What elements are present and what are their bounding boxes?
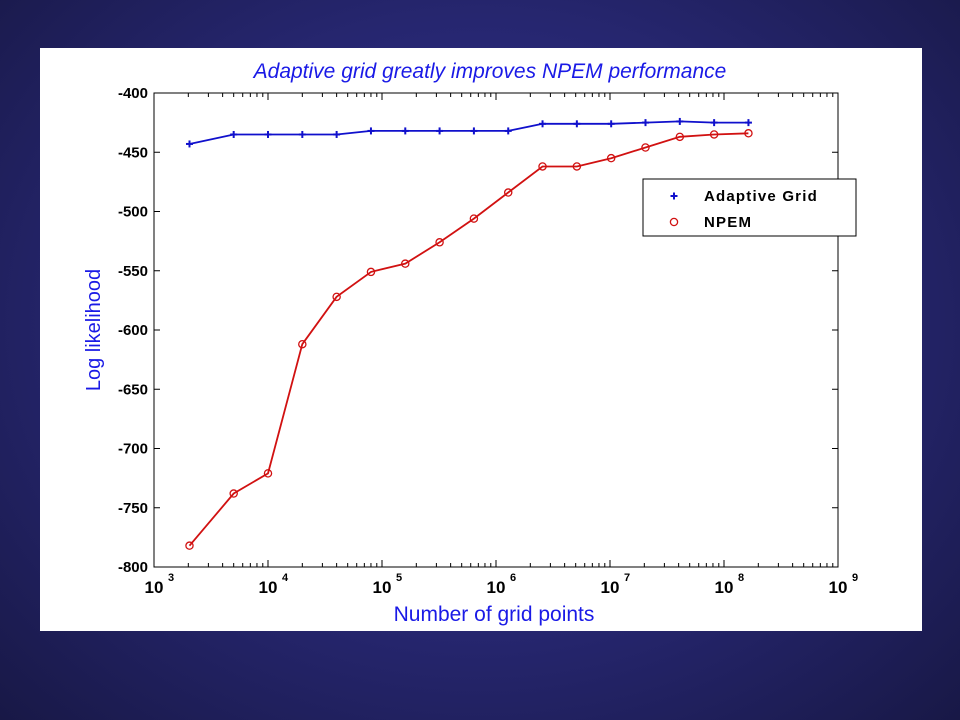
y-axis-label: Log likelihood	[83, 269, 105, 391]
data-point-npem	[401, 259, 410, 268]
slide-panel: Adaptive grid greatly improves NPEM perf…	[40, 48, 922, 631]
data-point-adaptive-grid	[539, 120, 547, 128]
plot-frame	[153, 92, 839, 568]
x-tick-label: 10	[601, 578, 620, 597]
y-tick-label: -400	[118, 85, 148, 102]
legend-marker-adaptive-grid	[670, 192, 678, 200]
data-point-adaptive-grid	[436, 127, 444, 135]
y-tick-label: -700	[118, 441, 148, 458]
data-point-adaptive-grid	[573, 120, 581, 128]
data-point-npem	[538, 162, 547, 171]
data-point-adaptive-grid	[676, 117, 684, 125]
series-line-npem	[188, 132, 749, 547]
y-axis: -400 -450 -500 -550 -600 -650 -700 -750 -800	[118, 85, 838, 576]
data-point-adaptive-grid	[744, 119, 752, 127]
data-point-npem	[263, 469, 273, 478]
y-tick-label: -550	[118, 263, 148, 280]
data-point-adaptive-grid	[401, 127, 409, 135]
legend-label-adaptive-grid: Adaptive Grid	[704, 188, 818, 205]
data-point-adaptive-grid	[367, 127, 375, 135]
data-point-npem	[366, 267, 376, 277]
x-tick-label: 10	[829, 578, 848, 597]
y-tick-label: -800	[118, 559, 148, 576]
x-tick-exponent: 3	[168, 572, 174, 584]
data-point-adaptive-grid	[641, 119, 649, 127]
data-point-adaptive-grid	[264, 130, 272, 138]
data-point-npem	[606, 153, 616, 163]
data-point-adaptive-grid	[333, 130, 341, 138]
x-tick-exponent: 8	[738, 572, 744, 584]
y-tick-label: -650	[118, 381, 148, 398]
legend-label-npem: NPEM	[704, 214, 752, 231]
chart: Adaptive grid greatly improves NPEM perf…	[83, 60, 858, 626]
data-point-npem	[641, 143, 650, 152]
data-point-npem	[675, 132, 685, 142]
y-tick-label: -600	[118, 322, 148, 339]
data-point-npem	[709, 130, 719, 139]
y-tick-label: -750	[118, 500, 148, 517]
data-point-npem	[435, 238, 444, 247]
x-tick-exponent: 7	[624, 572, 630, 584]
data-point-npem	[332, 292, 341, 302]
data-point-adaptive-grid	[710, 119, 718, 127]
x-tick-exponent: 9	[852, 572, 858, 584]
x-tick-label: 10	[259, 578, 278, 597]
data-point-npem	[572, 162, 582, 171]
x-tick-label: 10	[487, 578, 506, 597]
legend-box	[642, 178, 857, 237]
x-axis-label: Number of grid points	[394, 603, 595, 626]
x-tick-label: 10	[715, 578, 734, 597]
data-point-npem	[229, 489, 238, 498]
data-point-npem	[298, 339, 307, 349]
data-point-adaptive-grid	[607, 120, 615, 128]
legend-marker-npem	[669, 217, 679, 227]
data-point-npem	[185, 541, 194, 550]
legend: Adaptive Grid NPEM	[642, 178, 857, 237]
x-axis: 10 3 10 4 10 5 10 6 10 7 10 8 10 9	[145, 93, 858, 597]
data-point-npem	[744, 129, 753, 138]
x-tick-exponent: 5	[396, 572, 402, 584]
chart-title: Adaptive grid greatly improves NPEM perf…	[252, 60, 727, 83]
data-point-adaptive-grid	[470, 127, 478, 135]
data-point-npem	[469, 214, 479, 223]
plot-series	[185, 117, 753, 550]
data-point-npem	[503, 188, 513, 197]
x-tick-exponent: 4	[282, 572, 289, 584]
data-point-adaptive-grid	[185, 140, 193, 148]
x-tick-exponent: 6	[510, 572, 516, 584]
data-point-adaptive-grid	[298, 130, 306, 138]
x-tick-label: 10	[145, 578, 164, 597]
y-tick-label: -450	[118, 144, 148, 161]
x-tick-label: 10	[373, 578, 392, 597]
y-tick-label: -500	[118, 204, 148, 221]
data-point-adaptive-grid	[504, 127, 512, 135]
data-point-adaptive-grid	[230, 130, 238, 138]
